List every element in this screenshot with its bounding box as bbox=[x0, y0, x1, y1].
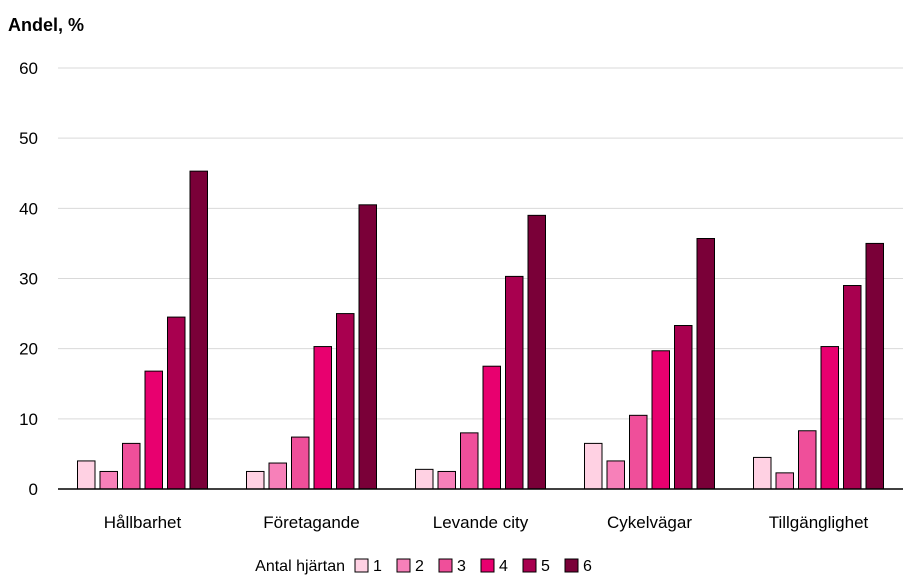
bar bbox=[527, 214, 546, 490]
bar bbox=[696, 238, 715, 490]
legend-swatch bbox=[354, 558, 369, 573]
category-label: Levande city bbox=[433, 513, 529, 532]
category-labels: Hållbarhet Företagande Levande city Cykelvä… bbox=[104, 513, 869, 532]
y-tick-label: 50 bbox=[19, 129, 38, 148]
bar bbox=[865, 242, 884, 490]
legend-item-label: 3 bbox=[457, 558, 466, 575]
bar bbox=[753, 456, 772, 490]
bar bbox=[629, 414, 648, 490]
bars bbox=[77, 170, 884, 490]
bar bbox=[291, 436, 310, 490]
bar bbox=[77, 460, 96, 490]
legend-item-label: 4 bbox=[499, 558, 508, 575]
bar bbox=[437, 470, 456, 490]
bar bbox=[651, 350, 670, 490]
category-label: Cykelvägar bbox=[607, 513, 692, 532]
bar bbox=[820, 346, 839, 490]
bar bbox=[460, 432, 479, 490]
category-label: Företagande bbox=[263, 513, 359, 532]
category-label: Hållbarhet bbox=[104, 513, 182, 532]
bar bbox=[674, 325, 693, 490]
bar bbox=[606, 460, 625, 490]
legend-item-label: 5 bbox=[541, 558, 550, 575]
legend-swatch bbox=[438, 558, 453, 573]
category-label: Tillgänglighet bbox=[769, 513, 869, 532]
bar bbox=[246, 470, 265, 490]
y-tick-label: 20 bbox=[19, 340, 38, 359]
legend-swatch bbox=[480, 558, 495, 573]
bar bbox=[482, 365, 501, 490]
legend-swatch bbox=[396, 558, 411, 573]
bar bbox=[122, 442, 141, 490]
legend-swatch bbox=[564, 558, 579, 573]
legend-item-label: 6 bbox=[583, 558, 592, 575]
bar bbox=[167, 316, 186, 490]
bar bbox=[798, 430, 817, 490]
bar bbox=[144, 370, 163, 490]
y-axis-label: Andel, % bbox=[8, 15, 84, 35]
y-tick-label: 60 bbox=[19, 59, 38, 78]
legend-item-label: 2 bbox=[415, 558, 424, 575]
y-tick-label: 40 bbox=[19, 199, 38, 218]
y-tick-label: 10 bbox=[19, 410, 38, 429]
bar bbox=[358, 204, 377, 490]
bar bbox=[584, 442, 603, 490]
bar bbox=[99, 470, 118, 490]
bar bbox=[336, 313, 355, 490]
legend: Antal hjärtan 1 2 3 4 5 6 bbox=[255, 558, 592, 575]
bar bbox=[775, 472, 794, 490]
legend-swatch bbox=[522, 558, 537, 573]
bar bbox=[843, 285, 862, 490]
bar bbox=[415, 468, 434, 490]
y-tick-label: 30 bbox=[19, 270, 38, 289]
legend-item-label: 1 bbox=[373, 558, 382, 575]
bar bbox=[189, 170, 208, 490]
bar bbox=[268, 462, 287, 490]
y-tick-labels: 0 10 20 30 40 50 60 bbox=[19, 59, 38, 499]
bar bbox=[313, 346, 332, 490]
y-tick-label: 0 bbox=[29, 480, 38, 499]
legend-title: Antal hjärtan bbox=[255, 558, 345, 575]
bar bbox=[505, 275, 524, 490]
